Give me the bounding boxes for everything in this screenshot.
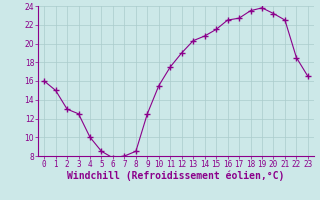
X-axis label: Windchill (Refroidissement éolien,°C): Windchill (Refroidissement éolien,°C) <box>67 171 285 181</box>
